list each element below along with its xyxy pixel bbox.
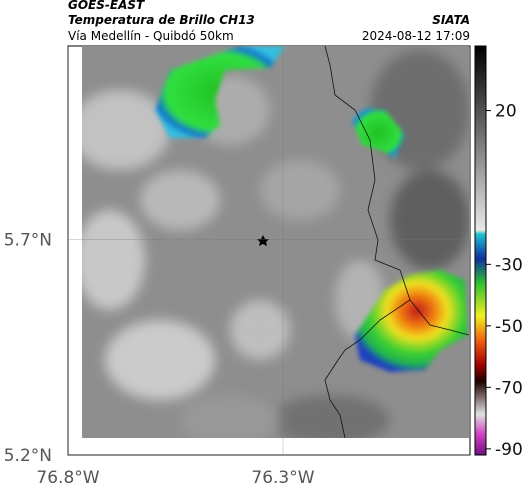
- satellite: GOES-EAST: [68, 0, 145, 12]
- colorbar-tick-label: -50: [495, 317, 523, 337]
- route: Vía Medellín - Quibdó 50km: [68, 29, 234, 43]
- colorbar-tick-label: -30: [495, 255, 523, 275]
- x-tick-label: 76.3°W: [251, 468, 314, 488]
- datetime: 2024-08-12 17:09: [362, 29, 470, 43]
- colorbar: [474, 45, 487, 456]
- gridlines: [67, 46, 470, 456]
- colorbar-tick-label: 20: [495, 102, 517, 122]
- y-tick-label: 5.2°N: [4, 446, 52, 466]
- y-tick-label: 5.7°N: [4, 231, 52, 251]
- source: SIATA: [432, 13, 470, 27]
- satellite-image: [82, 46, 469, 438]
- colorbar-tick-label: -90: [495, 440, 523, 460]
- colorbar-tick-label: -70: [495, 378, 523, 398]
- x-tick-label: 76.8°W: [36, 468, 99, 488]
- product: Temperatura de Brillo CH13: [68, 13, 255, 27]
